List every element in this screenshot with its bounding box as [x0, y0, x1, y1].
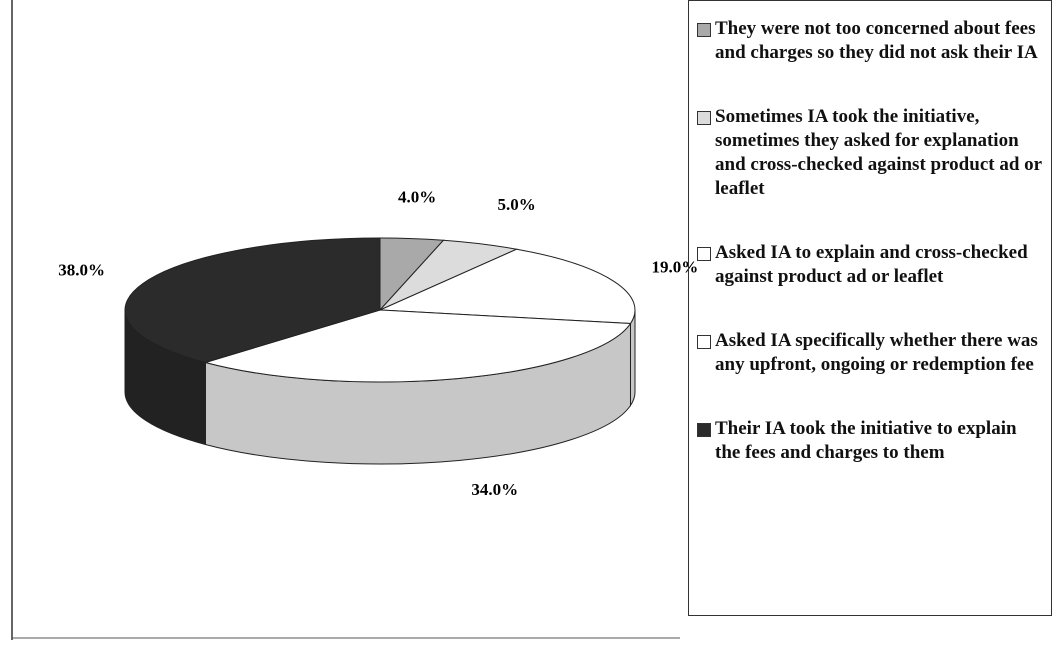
legend-swatch	[697, 423, 711, 437]
slice	[379, 248, 636, 325]
legend-label: Sometimes IA took the initiative, someti…	[715, 106, 1042, 199]
legend-label: Asked IA to explain and cross-checked ag…	[715, 242, 1028, 287]
slice-side	[629, 309, 636, 408]
legend-label: Their IA took the initiative to explain …	[715, 418, 1017, 463]
legend-item: They were not too concerned about fees a…	[697, 17, 1043, 65]
legend-label: Asked IA specifically whether there was …	[715, 330, 1038, 375]
legend-swatch	[697, 335, 711, 349]
data-label: 38.0%	[58, 260, 105, 279]
legend-item: Asked IA specifically whether there was …	[697, 329, 1043, 377]
data-label: 19.0%	[651, 257, 698, 276]
legend-item: Their IA took the initiative to explain …	[697, 417, 1043, 465]
legend-label: They were not too concerned about fees a…	[715, 18, 1038, 63]
legend-swatch	[697, 247, 711, 261]
legend: They were not too concerned about fees a…	[688, 0, 1052, 616]
data-label: 4.0%	[398, 187, 436, 206]
legend-swatch	[697, 23, 711, 37]
legend-item: Asked IA to explain and cross-checked ag…	[697, 241, 1043, 289]
legend-item: Sometimes IA took the initiative, someti…	[697, 105, 1043, 201]
slice	[124, 237, 381, 364]
legend-swatch	[697, 111, 711, 125]
data-label: 5.0%	[497, 195, 535, 214]
slice	[203, 309, 632, 383]
data-label: 34.0%	[471, 480, 518, 499]
